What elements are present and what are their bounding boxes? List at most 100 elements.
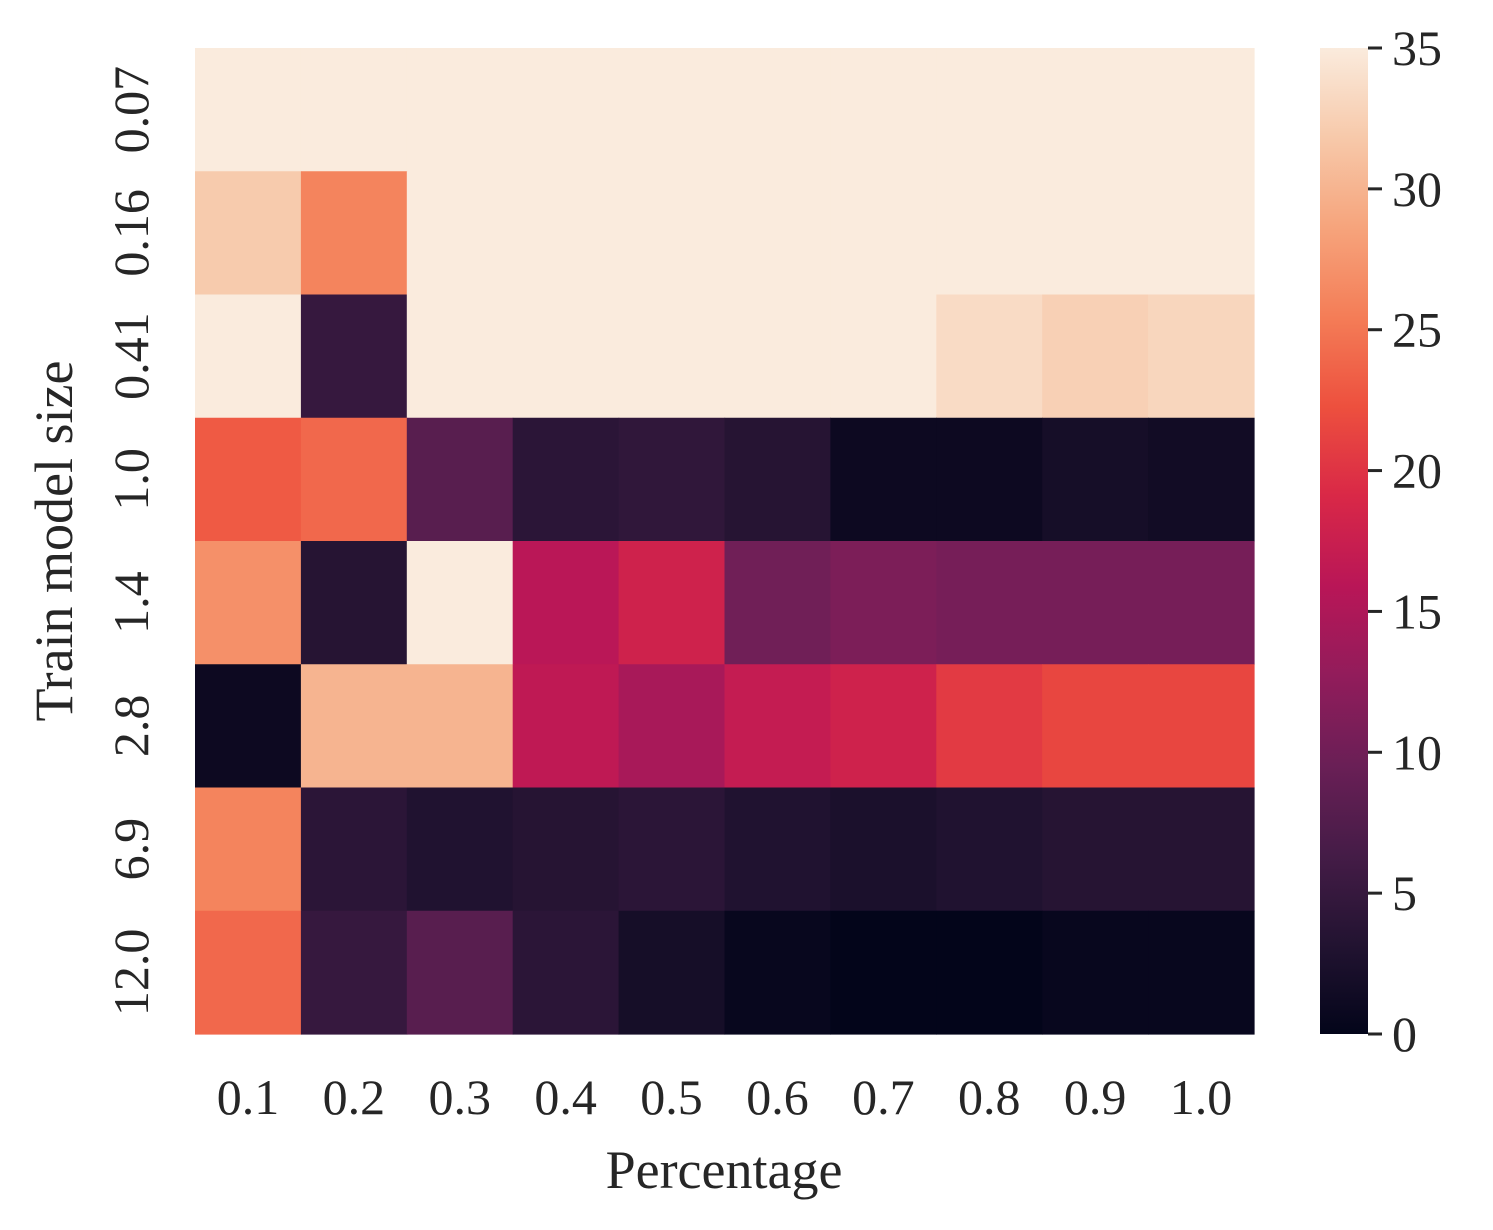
y-tick-label: 1.0 — [103, 448, 159, 511]
heatmap-cell — [1042, 664, 1149, 789]
heatmap-cell — [830, 541, 937, 665]
heatmap-cell — [618, 787, 726, 912]
heatmap-cell — [724, 48, 831, 172]
x-tick-label: 0.3 — [429, 1069, 492, 1125]
x-tick-label: 0.1 — [217, 1069, 280, 1125]
heatmap-cell — [512, 541, 620, 665]
heatmap-cell — [830, 294, 937, 419]
heatmap-cell — [406, 664, 514, 789]
heatmap-cell — [512, 910, 620, 1035]
heatmap-cell — [406, 417, 514, 542]
heatmap-cell — [1148, 541, 1255, 665]
heatmap-cell — [724, 417, 831, 542]
colorbar-tick-label: 20 — [1392, 443, 1442, 499]
heatmap-cell — [618, 541, 726, 665]
heatmap-cell — [936, 48, 1043, 172]
x-tick-labels: 0.1 0.2 0.3 0.4 0.5 0.6 0.7 0.8 0.9 1.0 — [217, 1069, 1233, 1125]
heatmap-cell — [618, 48, 726, 172]
heatmap-cell — [300, 417, 408, 542]
heatmap-cell — [830, 787, 937, 912]
colorbar-tick-label: 30 — [1392, 161, 1442, 217]
heatmap-cell — [406, 294, 514, 419]
x-tick-label: 1.0 — [1170, 1069, 1233, 1125]
heatmap-cell — [300, 294, 408, 419]
heatmap-cell — [830, 910, 937, 1035]
heatmap-cell — [300, 787, 408, 912]
y-tick-label: 0.41 — [103, 312, 159, 400]
colorbar — [1320, 48, 1368, 1034]
heatmap-cell — [300, 541, 408, 665]
heatmap-cell — [1042, 910, 1149, 1035]
heatmap-cell — [936, 171, 1043, 296]
heatmap-cell — [1148, 294, 1255, 419]
heatmap-cell — [724, 664, 831, 789]
heatmap-cell — [830, 664, 937, 789]
x-tick-label: 0.7 — [852, 1069, 915, 1125]
y-tick-label: 6.9 — [103, 818, 159, 881]
heatmap-cell — [195, 664, 302, 789]
heatmap-cell — [300, 910, 408, 1035]
y-tick-labels: 0.07 0.16 0.41 1.0 1.4 2.8 6.9 12.0 — [103, 66, 159, 1016]
heatmap-cell — [936, 664, 1043, 789]
x-tick-label: 0.9 — [1064, 1069, 1127, 1125]
heatmap-cells — [195, 48, 1255, 1035]
x-tick-label: 0.4 — [534, 1069, 597, 1125]
heatmap-cell — [618, 294, 726, 419]
heatmap-cell — [300, 171, 408, 296]
heatmap-cell — [195, 48, 302, 172]
heatmap-cell — [1042, 541, 1149, 665]
heatmap-cell — [195, 294, 302, 419]
x-axis-label: Percentage — [606, 1140, 843, 1200]
heatmap-cell — [1148, 910, 1255, 1035]
colorbar-tick-label: 0 — [1392, 1006, 1417, 1062]
heatmap-cell — [512, 417, 620, 542]
heatmap-cell — [1148, 787, 1255, 912]
heatmap-cell — [195, 541, 302, 665]
y-tick-label: 0.16 — [103, 189, 159, 277]
heatmap-cell — [1042, 787, 1149, 912]
heatmap-cell — [512, 664, 620, 789]
heatmap-cell — [512, 294, 620, 419]
heatmap-cell — [1042, 417, 1149, 542]
heatmap-cell — [724, 294, 831, 419]
heatmap-cell — [1042, 294, 1149, 419]
heatmap-cell — [936, 417, 1043, 542]
heatmap-cell — [512, 48, 620, 172]
x-tick-label: 0.5 — [640, 1069, 703, 1125]
heatmap-cell — [195, 171, 302, 296]
heatmap-cell — [936, 787, 1043, 912]
heatmap-cell — [830, 171, 937, 296]
heatmap-cell — [195, 417, 302, 542]
heatmap-cell — [618, 910, 726, 1035]
heatmap-cell — [300, 48, 408, 172]
x-tick-label: 0.2 — [323, 1069, 386, 1125]
heatmap-cell — [512, 171, 620, 296]
heatmap-cell — [936, 294, 1043, 419]
heatmap-cell — [195, 787, 302, 912]
heatmap-cell — [724, 541, 831, 665]
x-tick-label: 0.8 — [958, 1069, 1021, 1125]
heatmap-cell — [406, 910, 514, 1035]
heatmap-cell — [830, 48, 937, 172]
colorbar-tick-label: 15 — [1392, 583, 1442, 639]
colorbar-tick-label: 5 — [1392, 865, 1417, 921]
heatmap-cell — [406, 787, 514, 912]
heatmap-cell — [1148, 664, 1255, 789]
heatmap-cell — [724, 787, 831, 912]
heatmap-cell — [1148, 171, 1255, 296]
y-tick-label: 1.4 — [103, 571, 159, 634]
heatmap-cell — [936, 910, 1043, 1035]
y-tick-label: 12.0 — [103, 929, 159, 1017]
heatmap-cell — [1148, 48, 1255, 172]
heatmap-cell — [300, 664, 408, 789]
heatmap-cell — [724, 910, 831, 1035]
heatmap-cell — [936, 541, 1043, 665]
heatmap-cell — [406, 48, 514, 172]
x-tick-label: 0.6 — [746, 1069, 809, 1125]
heatmap-cell — [724, 171, 831, 296]
y-tick-label: 2.8 — [103, 695, 159, 758]
colorbar-tick-label: 35 — [1392, 20, 1442, 76]
colorbar-ticks: 0 5 10 15 20 25 30 35 — [1368, 20, 1442, 1062]
heatmap-cell — [618, 171, 726, 296]
